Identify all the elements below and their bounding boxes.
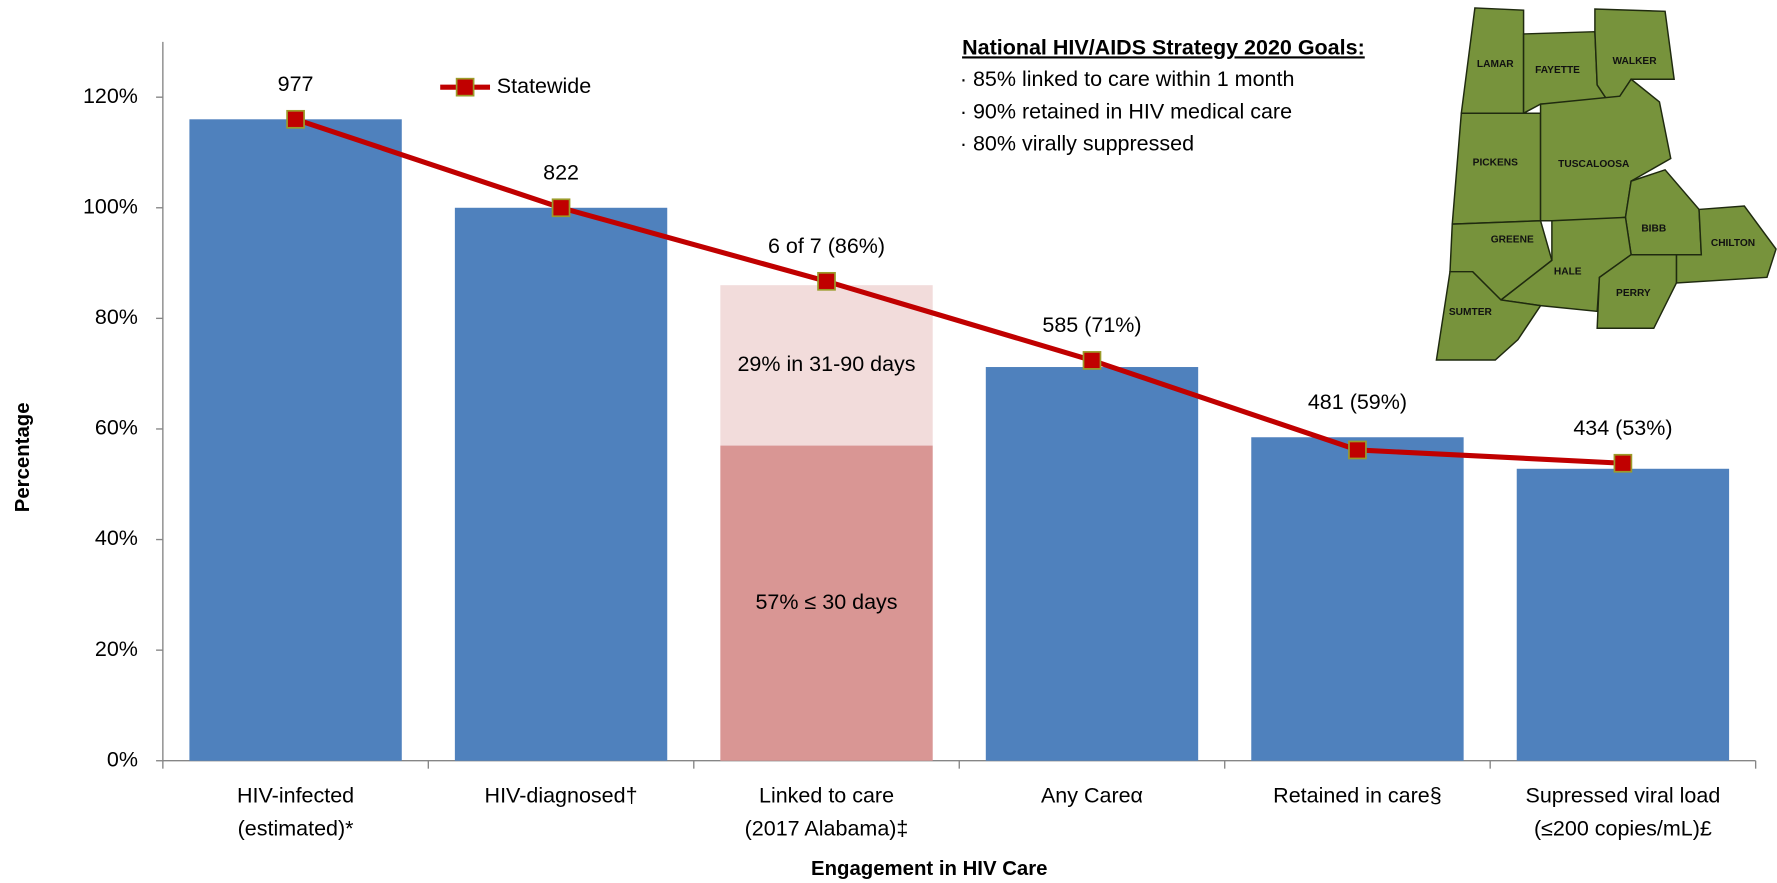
line-marker <box>286 109 305 129</box>
x-tick-label: Any Careα <box>1041 784 1143 808</box>
legend-marker <box>455 77 475 97</box>
county-label: PERRY <box>1616 288 1651 299</box>
goal-item: · 80% virally suppressed <box>960 132 1194 156</box>
y-tick-label: 60% <box>95 416 138 440</box>
county <box>1624 168 1703 256</box>
line-marker <box>551 198 571 218</box>
county-label: GREENE <box>1491 235 1534 246</box>
county <box>1435 270 1542 361</box>
data-label: 6 of 7 (86%) <box>768 234 885 258</box>
segment-label: 29% in 31-90 days <box>737 352 915 376</box>
line-marker <box>817 271 836 291</box>
county-label: PICKENS <box>1473 158 1518 169</box>
x-tick-label: Linked to care <box>759 784 894 808</box>
y-tick-label: 100% <box>83 194 138 218</box>
x-tick-label: HIV-infected <box>237 784 354 808</box>
line <box>294 116 1624 466</box>
x-tick-label: Retained in care§ <box>1273 784 1442 808</box>
y-tick-label: 120% <box>83 84 138 108</box>
bar <box>1516 468 1730 761</box>
y-tick-label: 40% <box>95 526 138 550</box>
county-label: WALKER <box>1612 56 1657 67</box>
segment-label: 57% ≤ 30 days <box>755 590 897 614</box>
county <box>1596 253 1678 330</box>
county-label: LAMAR <box>1477 59 1514 70</box>
map: LAMAR FAYETTE WALKER PICKENS TUSCALOOSA GREEN… <box>1435 7 1777 361</box>
county-label: CHILTON <box>1711 238 1755 249</box>
line-marker <box>1613 453 1633 473</box>
data-label: 434 (53%) <box>1573 416 1672 440</box>
line-marker <box>1348 440 1367 460</box>
data-label: 822 <box>543 160 579 184</box>
y-tick-label: 0% <box>107 747 138 771</box>
bar <box>720 285 933 446</box>
bar <box>189 119 402 761</box>
county <box>1675 205 1777 284</box>
goal-item: · 85% linked to care within 1 month <box>960 67 1295 91</box>
line-marker <box>1082 351 1102 370</box>
county-label: BIBB <box>1641 223 1666 234</box>
county-label: TUSCALOOSA <box>1558 159 1630 170</box>
y-axis-label: Percentage <box>12 402 34 512</box>
x-axis-label: Engagement in HIV Care <box>811 858 1047 880</box>
x-tick-label: (≤200 copies/mL)£ <box>1534 816 1712 840</box>
data-label: 481 (59%) <box>1308 390 1407 414</box>
y-tick-label: 80% <box>95 305 138 329</box>
x-tick-label: (estimated)* <box>238 816 355 840</box>
county-label: HALE <box>1554 266 1582 277</box>
bar <box>1251 437 1464 761</box>
goal-item: · 90% retained in HIV medical care <box>960 99 1292 123</box>
bar <box>720 445 933 761</box>
county-label: FAYETTE <box>1535 65 1580 76</box>
x-tick-label: HIV-diagnosed† <box>485 784 638 808</box>
x-tick-label: Supressed viral load <box>1526 784 1721 808</box>
bar <box>454 207 668 761</box>
goals-title: National HIV/AIDS Strategy 2020 Goals: <box>962 35 1365 59</box>
bar <box>985 367 1199 761</box>
legend-label: Statewide <box>497 74 591 98</box>
data-label: 977 <box>278 72 314 96</box>
data-label: 585 (71%) <box>1042 313 1141 337</box>
x-tick-label: (2017 Alabama)‡ <box>745 816 909 840</box>
y-tick-label: 20% <box>95 637 138 661</box>
county-label: SUMTER <box>1449 307 1493 318</box>
